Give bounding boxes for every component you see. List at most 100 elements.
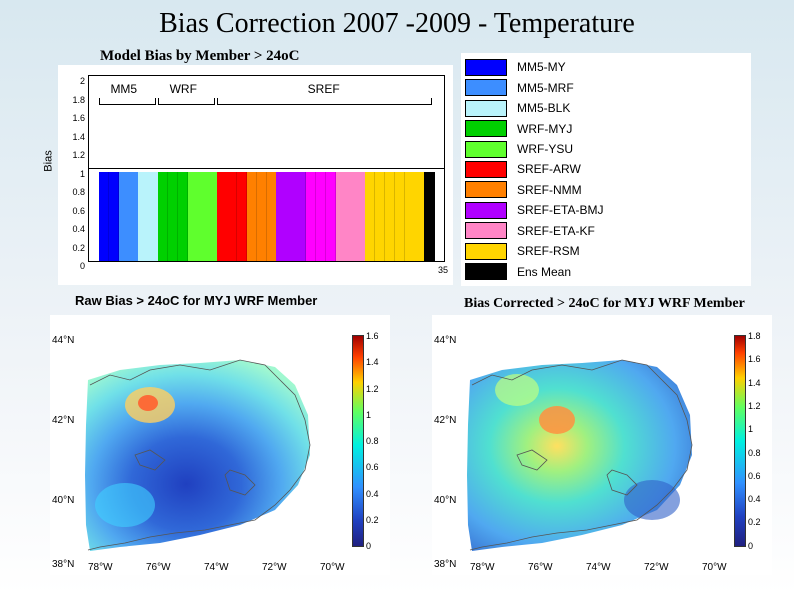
colorbar-right: 1.81.61.41.210.80.60.40.20 bbox=[734, 335, 746, 547]
bar bbox=[138, 172, 148, 261]
y-tick: 2 bbox=[80, 76, 85, 86]
lat-tick: 42°N bbox=[434, 415, 456, 426]
cbar-tick: 0.4 bbox=[748, 494, 761, 504]
cbar-tick: 1.6 bbox=[748, 354, 761, 364]
legend: MM5-MY MM5-MRF MM5-BLK WRF-MYJ WRF-YSU SREF-A… bbox=[461, 53, 751, 286]
y-tick: 1.2 bbox=[72, 150, 85, 160]
lon-tick: 78°W bbox=[470, 562, 495, 573]
cbar-tick: 1.4 bbox=[748, 378, 761, 388]
legend-label: MM5-BLK bbox=[517, 101, 570, 115]
bar bbox=[257, 172, 267, 261]
bar-chart: Bias 35 00.20.40.60.811.21.41.61.82MM5WR… bbox=[58, 65, 453, 285]
bar bbox=[385, 172, 395, 261]
lat-tick: 40°N bbox=[52, 495, 74, 506]
legend-swatch bbox=[465, 263, 507, 280]
lon-tick: 70°W bbox=[320, 562, 345, 573]
legend-item: SREF-ETA-BMJ bbox=[461, 201, 751, 219]
bar bbox=[286, 172, 296, 261]
cbar-tick: 0.4 bbox=[366, 489, 379, 499]
legend-swatch bbox=[465, 120, 507, 137]
bar bbox=[267, 172, 277, 261]
lat-tick: 42°N bbox=[52, 415, 74, 426]
y-tick: 1.8 bbox=[72, 95, 85, 105]
legend-label: SREF-RSM bbox=[517, 244, 580, 258]
legend-swatch bbox=[465, 141, 507, 158]
bar bbox=[316, 172, 326, 261]
cbar-tick: 1.6 bbox=[366, 331, 379, 341]
bar bbox=[197, 172, 207, 261]
bar bbox=[296, 172, 306, 261]
warm-spot-2 bbox=[495, 374, 539, 406]
bar bbox=[168, 172, 178, 261]
hot-spot-2 bbox=[539, 406, 575, 434]
plot-area: 35 00.20.40.60.811.21.41.61.82MM5WRFSREF bbox=[88, 75, 445, 262]
hot-spot-1b bbox=[138, 395, 158, 411]
lon-tick: 76°W bbox=[146, 562, 171, 573]
bar-chart-title: Model Bias by Member > 24oC bbox=[100, 48, 300, 65]
bar bbox=[375, 172, 385, 261]
bar bbox=[207, 172, 217, 261]
colorbar-left: 1.61.41.210.80.60.40.20 bbox=[352, 335, 364, 547]
y-tick: 1 bbox=[80, 169, 85, 179]
group-label: WRF bbox=[170, 82, 197, 96]
bar bbox=[217, 172, 227, 261]
bar bbox=[355, 172, 365, 261]
cbar-tick: 0.6 bbox=[366, 462, 379, 472]
bar bbox=[365, 172, 375, 261]
y-tick: 1.4 bbox=[72, 132, 85, 142]
legend-swatch bbox=[465, 243, 507, 260]
bar bbox=[148, 172, 158, 261]
bar bbox=[326, 172, 336, 261]
y-tick: 0.8 bbox=[72, 187, 85, 197]
lat-tick: 38°N bbox=[434, 559, 456, 570]
legend-swatch bbox=[465, 161, 507, 178]
bar bbox=[345, 172, 355, 261]
bar bbox=[395, 172, 405, 261]
cbar-tick: 0.6 bbox=[748, 471, 761, 481]
legend-label: WRF-YSU bbox=[517, 142, 573, 156]
legend-item: WRF-MYJ bbox=[461, 120, 751, 138]
legend-swatch bbox=[465, 181, 507, 198]
legend-label: MM5-MY bbox=[517, 60, 566, 74]
cbar-tick: 0 bbox=[748, 541, 753, 551]
legend-label: SREF-ARW bbox=[517, 162, 581, 176]
map-left-inner bbox=[80, 325, 340, 555]
cbar-tick: 0.2 bbox=[748, 517, 761, 527]
cbar-tick: 1.4 bbox=[366, 357, 379, 367]
y-axis-label: Bias bbox=[43, 150, 55, 171]
cbar-tick: 1.8 bbox=[748, 331, 761, 341]
group-bracket bbox=[99, 98, 156, 105]
lat-tick: 38°N bbox=[52, 559, 74, 570]
legend-swatch bbox=[465, 100, 507, 117]
ref-line bbox=[89, 168, 444, 169]
cbar-tick: 1.2 bbox=[748, 401, 761, 411]
legend-item: MM5-MRF bbox=[461, 79, 751, 97]
legend-swatch bbox=[465, 79, 507, 96]
bar bbox=[306, 172, 316, 261]
legend-label: SREF-ETA-BMJ bbox=[517, 203, 603, 217]
lon-tick: 72°W bbox=[644, 562, 669, 573]
cbar-tick: 0.8 bbox=[366, 436, 379, 446]
lon-tick: 74°W bbox=[586, 562, 611, 573]
group-bracket bbox=[158, 98, 215, 105]
cbar-tick: 0.8 bbox=[748, 448, 761, 458]
lon-tick: 74°W bbox=[204, 562, 229, 573]
page-title: Bias Correction 2007 -2009 - Temperature bbox=[0, 0, 794, 42]
bar bbox=[188, 172, 198, 261]
legend-item: Ens Mean bbox=[461, 263, 751, 281]
bar bbox=[414, 172, 424, 261]
bar bbox=[405, 172, 415, 261]
y-tick: 0 bbox=[80, 261, 85, 271]
lon-tick: 78°W bbox=[88, 562, 113, 573]
lon-tick: 76°W bbox=[528, 562, 553, 573]
lon-tick: 70°W bbox=[702, 562, 727, 573]
bar bbox=[227, 172, 237, 261]
map-right-inner bbox=[462, 325, 722, 555]
group-label: MM5 bbox=[110, 82, 137, 96]
bar bbox=[99, 172, 109, 261]
y-tick: 0.4 bbox=[72, 224, 85, 234]
map-right-title: Bias Corrected > 24oC for MYJ WRF Member bbox=[464, 296, 745, 312]
lat-tick: 44°N bbox=[52, 335, 74, 346]
bar bbox=[424, 172, 434, 261]
bar bbox=[336, 172, 346, 261]
